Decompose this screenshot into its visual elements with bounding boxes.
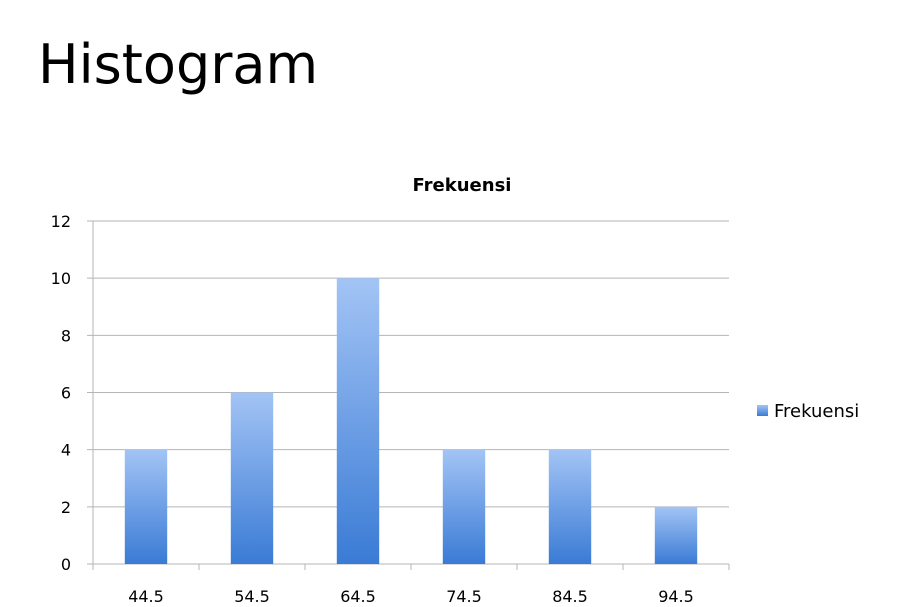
y-tick-label: 10 bbox=[51, 269, 71, 288]
bar bbox=[124, 449, 168, 564]
x-tick-label: 44.5 bbox=[128, 587, 164, 606]
legend-label: Frekuensi bbox=[774, 401, 859, 422]
bar bbox=[442, 449, 486, 564]
bar bbox=[654, 506, 698, 564]
x-tick-label: 94.5 bbox=[658, 587, 694, 606]
axes: 0 2 4 6 8 10 12 44.5 54.5 64.5 74.5 84.5 94.5 bbox=[51, 212, 730, 606]
x-tick-label: 74.5 bbox=[446, 587, 482, 606]
y-tick-label: 8 bbox=[61, 326, 71, 345]
bar bbox=[548, 449, 592, 564]
x-tick-label: 54.5 bbox=[234, 587, 270, 606]
x-tick-label: 64.5 bbox=[340, 587, 376, 606]
y-tick-label: 0 bbox=[61, 555, 71, 574]
y-tick-label: 12 bbox=[51, 212, 71, 231]
gridlines bbox=[87, 220, 729, 565]
y-tick-label: 2 bbox=[61, 498, 71, 517]
bars bbox=[124, 278, 698, 564]
legend: Frekuensi bbox=[757, 401, 859, 422]
y-tick-label: 6 bbox=[61, 384, 71, 403]
x-tick-label: 84.5 bbox=[552, 587, 588, 606]
slide-title: Histogram bbox=[38, 33, 319, 96]
chart-title: Frekuensi bbox=[413, 175, 512, 196]
y-tick-label: 4 bbox=[61, 441, 71, 460]
legend-swatch bbox=[757, 405, 768, 416]
bar bbox=[230, 392, 274, 564]
bar bbox=[336, 278, 380, 564]
